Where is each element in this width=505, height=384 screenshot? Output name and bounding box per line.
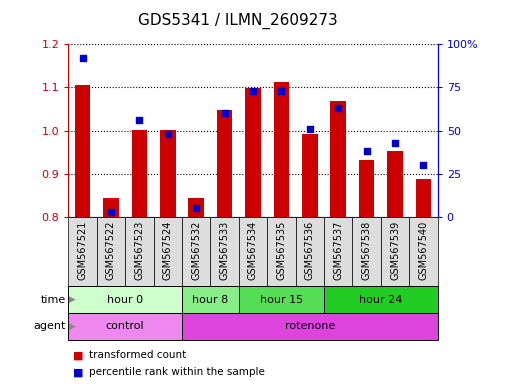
Point (419, 162, 427, 168)
Text: GSM567524: GSM567524 (163, 220, 172, 280)
Bar (295, 217, 323, 286)
Bar (267, 217, 295, 286)
Bar (238, 217, 267, 286)
Bar (386, 151, 402, 217)
Point (192, 205, 200, 212)
Bar (210, 217, 238, 286)
Text: hour 15: hour 15 (260, 295, 302, 305)
Bar (238, 286, 323, 313)
Text: transformed count: transformed count (88, 350, 185, 360)
Text: hour 0: hour 0 (107, 295, 143, 305)
Text: GSM567523: GSM567523 (134, 220, 144, 280)
Text: GSM567539: GSM567539 (389, 220, 399, 280)
Bar (68, 286, 182, 313)
Bar (182, 217, 210, 286)
Point (333, 105, 341, 111)
Text: hour 8: hour 8 (192, 295, 228, 305)
Bar (125, 217, 153, 286)
Text: GSM567536: GSM567536 (304, 220, 314, 280)
Text: ■: ■ (73, 350, 84, 360)
Bar (216, 110, 232, 217)
Text: time: time (40, 295, 66, 305)
Text: GSM567534: GSM567534 (247, 220, 258, 280)
Bar (323, 217, 352, 286)
Bar (415, 179, 430, 217)
Bar (103, 197, 119, 217)
Text: GSM567538: GSM567538 (361, 220, 371, 280)
Bar (358, 160, 374, 217)
Bar (75, 85, 90, 217)
Text: GSM567533: GSM567533 (219, 220, 229, 280)
Text: control: control (106, 321, 144, 331)
Text: GSM567522: GSM567522 (106, 220, 116, 280)
Bar (68, 313, 182, 340)
Bar (182, 286, 238, 313)
Point (135, 117, 143, 123)
Bar (96, 217, 125, 286)
Point (277, 88, 285, 94)
Text: GSM567532: GSM567532 (191, 220, 201, 280)
Text: ▶: ▶ (66, 322, 75, 331)
Point (248, 88, 257, 94)
Point (78, 55, 86, 61)
Bar (182, 313, 437, 340)
Bar (409, 217, 437, 286)
Text: ▶: ▶ (66, 295, 75, 304)
Bar (273, 82, 289, 217)
Bar (330, 101, 345, 217)
Text: rotenone: rotenone (284, 321, 334, 331)
Bar (160, 130, 175, 217)
Bar (153, 217, 182, 286)
Text: GSM567535: GSM567535 (276, 220, 286, 280)
Point (107, 209, 115, 215)
Point (362, 148, 370, 154)
Text: GSM567540: GSM567540 (418, 220, 428, 280)
Bar (68, 217, 96, 286)
Text: hour 24: hour 24 (359, 295, 402, 305)
Bar (245, 88, 260, 217)
Bar (380, 217, 409, 286)
Point (390, 140, 398, 146)
Bar (188, 197, 204, 217)
Text: GDS5341 / ILMN_2609273: GDS5341 / ILMN_2609273 (138, 13, 337, 29)
Bar (352, 217, 380, 286)
Bar (301, 134, 317, 217)
Text: percentile rank within the sample: percentile rank within the sample (88, 367, 264, 377)
Point (164, 131, 172, 137)
Bar (323, 286, 437, 313)
Point (220, 110, 228, 116)
Text: GSM567537: GSM567537 (333, 220, 342, 280)
Text: agent: agent (33, 321, 66, 331)
Text: GSM567521: GSM567521 (77, 220, 87, 280)
Text: ■: ■ (73, 367, 84, 377)
Bar (131, 130, 147, 217)
Point (305, 126, 313, 132)
